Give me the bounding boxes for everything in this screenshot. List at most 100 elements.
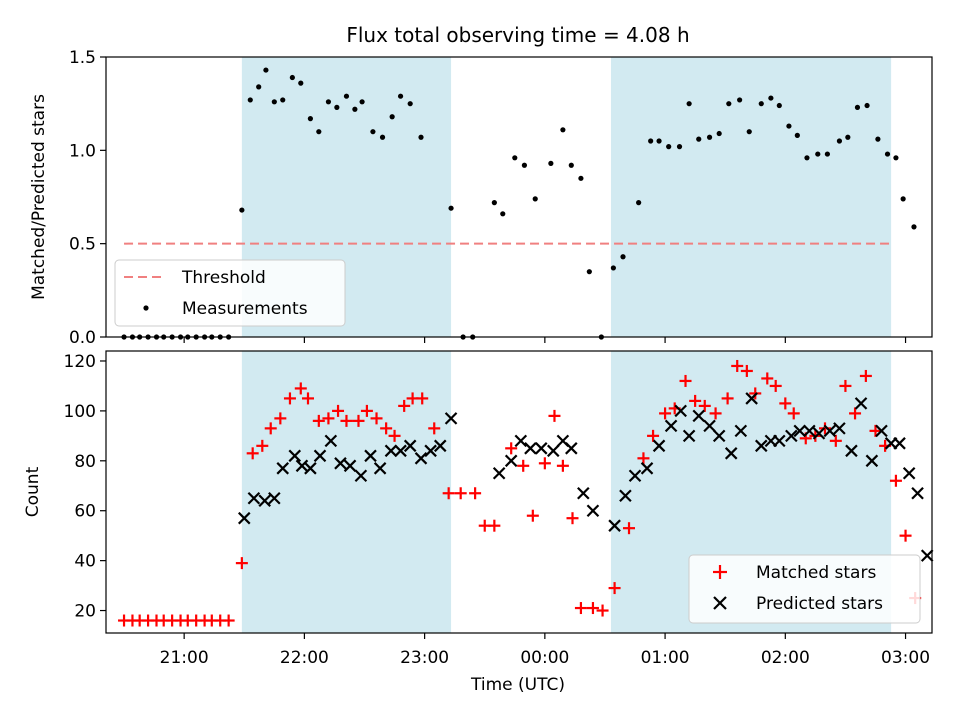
predicted-star-point [682,429,696,443]
measurement-point [845,134,851,140]
predicted-star-point [652,439,666,453]
predicted-star-point [586,504,600,517]
matched-star-point [428,422,441,435]
measurement-point [448,205,454,211]
predicted-star-point [734,424,748,438]
predicted-star-point [324,434,338,448]
matched-star-point [312,414,325,427]
measurement-point [271,99,277,105]
predicted-star-point [893,437,906,450]
predicted-star-point [424,444,437,458]
measurement-point [298,80,304,86]
measurements-legend-swatch [143,305,149,311]
predicted-star-point [343,459,357,473]
measurement-point [794,132,800,138]
matched-star-point [388,429,401,442]
matched-star-point [679,374,692,387]
matched-legend-label: Matched stars [756,563,876,583]
measurement-point [560,127,566,133]
matched-star-point [647,429,660,442]
matched-star-point [235,557,248,570]
predicted-star-point [619,489,632,503]
measurement-point [379,134,386,140]
predicted-star-point [534,442,548,455]
top-y-tick-label: 1.5 [69,48,96,68]
measurement-point [532,196,538,202]
measurement-point [768,95,774,101]
predicted-star-point [854,397,868,410]
measurement-point [247,97,253,103]
top-legend: Threshold Measurements [114,259,346,327]
matched-star-point [596,604,609,617]
predicted-star-point [304,462,317,475]
predicted-star-point [608,519,621,532]
matched-star-point [709,407,722,420]
predicted-legend-label: Predicted stars [756,594,883,614]
measurement-point [854,104,861,110]
bottom-y-tick-label: 60 [74,502,96,522]
predicted-star-point [692,409,706,423]
matched-star-point [360,404,373,417]
matched-star-point [352,414,365,427]
matched-star-point [538,457,551,470]
measurement-point [875,136,881,142]
measurement-point [676,144,683,150]
predicted-star-point [444,412,458,425]
bottom-y-tick-label: 80 [74,452,96,472]
matched-star-point [849,407,862,420]
predicted-star-point [724,447,738,460]
measurement-point [666,144,672,150]
predicted-star-point [247,491,261,505]
matched-star-point [256,439,269,452]
bottom-y-tick-label: 40 [74,552,96,572]
matched-star-point [556,459,569,472]
predicted-star-point [628,469,642,483]
chart-title: Flux total observing time = 4.08 h [346,23,689,47]
predicted-star-point [546,444,560,458]
top-observing-windows [241,57,892,337]
matched-star-point [222,614,235,627]
predicted-star-point [237,511,251,525]
matched-star-point [859,369,872,382]
matched-star-point [637,452,650,465]
matched-star-point [623,522,636,535]
matched-star-point [761,372,774,385]
matched-star-point [779,397,792,410]
measurement-point [370,129,376,135]
measurement-point [758,101,764,107]
predicted-star-point [812,427,826,440]
predicted-star-point [524,442,537,455]
predicted-star-point [577,486,590,500]
predicted-star-point [373,462,387,475]
top-y-tick-label: 0.0 [69,328,96,348]
bottom-y-tick-label: 20 [74,602,96,622]
matched-star-point [769,379,782,392]
bottom-x-tick-label: 03:00 [881,648,930,668]
bottom-x-tick-label: 21:00 [160,648,209,668]
predicted-star-point [754,439,768,453]
predicted-star-point [384,444,398,458]
predicted-star-point [514,434,528,448]
threshold-legend-label: Threshold [181,268,266,288]
measurement-point [359,99,365,105]
matched-star-point [721,392,734,405]
measurement-point [256,84,262,90]
bottom-x-tick-label: 01:00 [641,648,690,668]
top-x-ticks [183,337,907,343]
measurement-point [578,175,584,181]
matched-star-point [264,422,277,435]
predicted-star-point [504,454,518,468]
matched-star-point [698,399,711,412]
x-axis-label: Time (UTC) [470,675,565,695]
bottom-y-tick-label: 120 [64,352,96,372]
top-y-tick-label: 1.0 [69,141,96,161]
predicted-star-point [875,424,888,438]
bottom-window-0 [241,351,452,633]
measurement-point [418,134,424,140]
matched-star-point [283,392,296,405]
predicted-star-point [414,452,428,465]
predicted-stars-points [237,392,934,562]
matched-star-point [574,602,587,615]
measurement-point [836,138,843,144]
